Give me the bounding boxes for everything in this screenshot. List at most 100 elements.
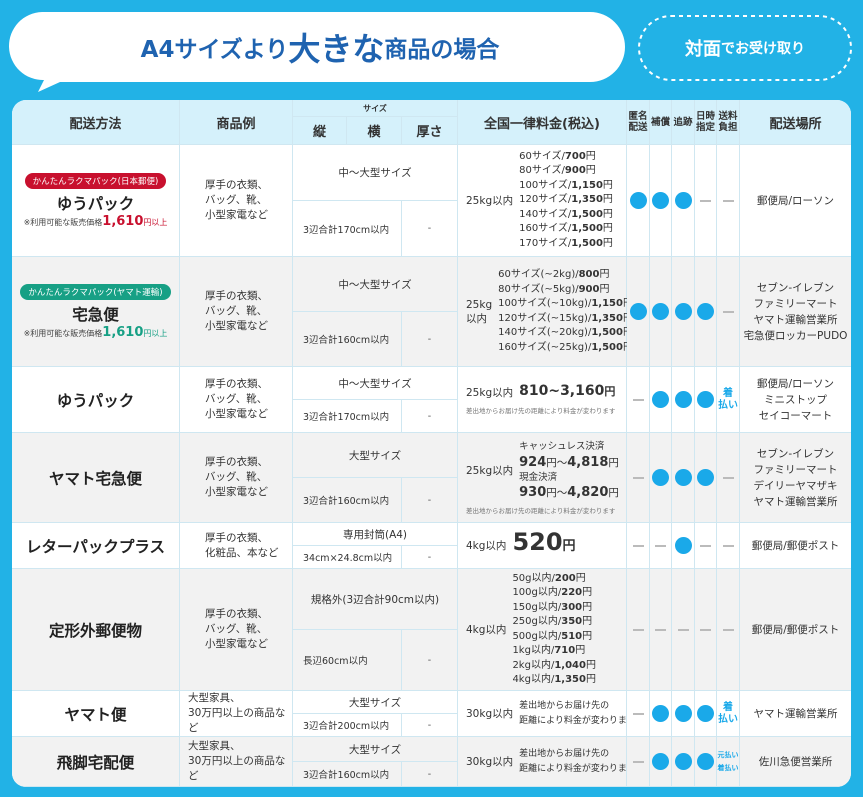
example-line: バッグ、靴、: [205, 623, 268, 635]
place-line: 郵便局/郵便ポスト: [751, 623, 840, 636]
tier-price: 200: [554, 572, 576, 584]
place-cell: 郵便局/郵便ポスト: [740, 569, 851, 691]
method-name: ゆうパック: [56, 194, 135, 213]
tier-label: 60サイズ(~2kg)/: [498, 269, 579, 280]
feature-cell: [650, 523, 672, 569]
tier-unit: 円: [602, 208, 613, 220]
feature-dash: [632, 544, 644, 547]
method-cell: 飛脚宅配便: [12, 737, 180, 787]
tier-price: 1,500: [571, 237, 603, 249]
feature-dash: [722, 628, 734, 631]
place-line: セブン-イレブン: [756, 447, 835, 460]
feature-cell: [650, 691, 672, 737]
feature-dot: [674, 537, 692, 554]
header-text: 厚さ: [416, 125, 443, 140]
size-total: 3辺合計200cm以内: [293, 714, 402, 737]
feature-cell: [695, 691, 717, 737]
size-label: 中〜大型サイズ: [293, 257, 458, 312]
price-tier: 120サイズ(~15kg)/1,350円: [498, 312, 633, 327]
size-thickness: -: [402, 546, 458, 569]
place-line: 佐川急便営業所: [758, 755, 833, 768]
feature-text: 着払い: [717, 763, 739, 772]
price-note: 差出地からお届け先の: [519, 748, 610, 759]
option-price: 924円～4,818円: [519, 455, 619, 471]
example-line: 厚手の衣類、: [205, 179, 268, 191]
price-cell: 30kg以内 差出地からお届け先の距離により料金が変わります: [458, 737, 636, 787]
option-unit: 円: [608, 456, 619, 469]
feature-cell: [695, 569, 717, 691]
size-thickness-text: -: [427, 719, 432, 731]
price-footnote: 差出地からお届け先の距離により料金が変わります: [466, 406, 616, 415]
tier-unit: 円: [602, 237, 613, 249]
feature-cell: [650, 737, 672, 787]
place-cell: 郵便局/郵便ポスト: [740, 523, 851, 569]
feature-dot: [674, 705, 692, 722]
header-cell: 横: [347, 117, 402, 145]
tier-unit: 円: [585, 674, 596, 685]
feature-cell: [627, 257, 650, 367]
price-note: 距離により料金が変わります: [519, 763, 636, 774]
example-cell: 厚手の衣類、 バッグ、靴、 小型家電など: [180, 433, 293, 523]
feature-dot: [674, 303, 692, 320]
tier-label: 100サイズ(~10kg)/: [498, 298, 592, 309]
size-thickness: -: [402, 762, 458, 787]
price-tier: 80サイズ/900円: [519, 164, 613, 179]
example-line: 化粧品、本など: [205, 546, 279, 559]
example-line: 厚手の衣類、: [205, 290, 268, 302]
price-tier: 100g以内/220円: [512, 586, 596, 601]
feature-cell: [627, 367, 650, 433]
header-text: 匿名配送: [628, 111, 648, 133]
option-price: 930円～4,820円: [519, 485, 619, 501]
size-label-text: 大型サイズ: [348, 449, 402, 462]
tier-label: 160サイズ/: [519, 223, 572, 235]
note-price: 1,610: [102, 324, 144, 340]
badge: 対面 でお受け取り: [639, 16, 851, 80]
header-text: サイズ: [363, 103, 387, 113]
price-main: 25kg以内 キャッシュレス決済 924円～4,818円 現金決済 930円～4,820…: [458, 440, 626, 501]
place-line: 郵便局/郵便ポスト: [751, 539, 840, 552]
title-shapes: [8, 12, 852, 92]
price-main: 25kg 以内 60サイズ(~2kg)/800円 80サイズ(~5kg)/900円 10…: [458, 268, 633, 355]
tier-price: 1,500: [571, 208, 603, 220]
tier-label: 170サイズ/: [519, 237, 572, 249]
price-footnote: 差出地からお届け先の距離により料金が変わります: [466, 507, 616, 515]
tier-label: 80サイズ(~5kg)/: [498, 283, 579, 295]
feature-cell: [650, 145, 672, 257]
price-cell: 30kg以内 差出地からお届け先の 距離により料金が変わります: [458, 691, 636, 737]
tier-unit: 円: [585, 150, 596, 162]
size-label-text: 大型サイズ: [348, 743, 402, 756]
feature-cell: [650, 433, 672, 523]
example-line: 厚手の衣類、: [205, 378, 268, 390]
header-text: 全国一律料金(税込): [484, 116, 600, 132]
price-main: 4kg以内 50g以内/200円 100g以内/220円 150g以内/300円 250…: [458, 572, 626, 688]
tier-price: 1,150: [571, 179, 603, 191]
size-thickness: -: [402, 714, 458, 737]
size-total-text: 3辺合計170cm以内: [303, 224, 390, 236]
price-weight: 30kg以内: [466, 755, 513, 769]
header-text: 送料負担: [718, 111, 738, 133]
note-prefix: ※利用可能な販売価格: [23, 217, 103, 227]
tier-label: 140サイズ/: [519, 208, 572, 220]
size-thickness-text: -: [427, 494, 432, 506]
weight-line: 25kg以内: [466, 464, 514, 477]
option-label: 現金決済: [519, 471, 558, 483]
header-text: 配送場所: [769, 116, 822, 132]
place-line: 宅急便ロッカーPUDO: [743, 329, 848, 342]
size-total-text: 3辺合計200cm以内: [303, 721, 390, 732]
tier-price: 1,350: [571, 194, 603, 206]
feature-dash: [700, 628, 711, 631]
size-label: 大型サイズ: [293, 433, 458, 478]
feature-dash: [632, 628, 644, 631]
example-cell: 厚手の衣類、 バッグ、靴、 小型家電など: [180, 367, 293, 433]
size-total: 3辺合計170cm以内: [293, 201, 402, 257]
header-cell: 追跡: [672, 100, 695, 145]
amount-price: 520: [512, 528, 563, 557]
feature-cell: [717, 257, 740, 367]
place-cell: 郵便局/ローソン: [740, 145, 851, 257]
title: A4サイズより 大きな 商品の場合: [40, 12, 600, 82]
place-cell: セブン-イレブン ファミリーマート デイリーヤマザキ ヤマト運輸営業所: [740, 433, 851, 523]
feature-dot: [697, 391, 714, 408]
feature-cell: [672, 145, 695, 257]
feature-dash: [700, 199, 711, 202]
